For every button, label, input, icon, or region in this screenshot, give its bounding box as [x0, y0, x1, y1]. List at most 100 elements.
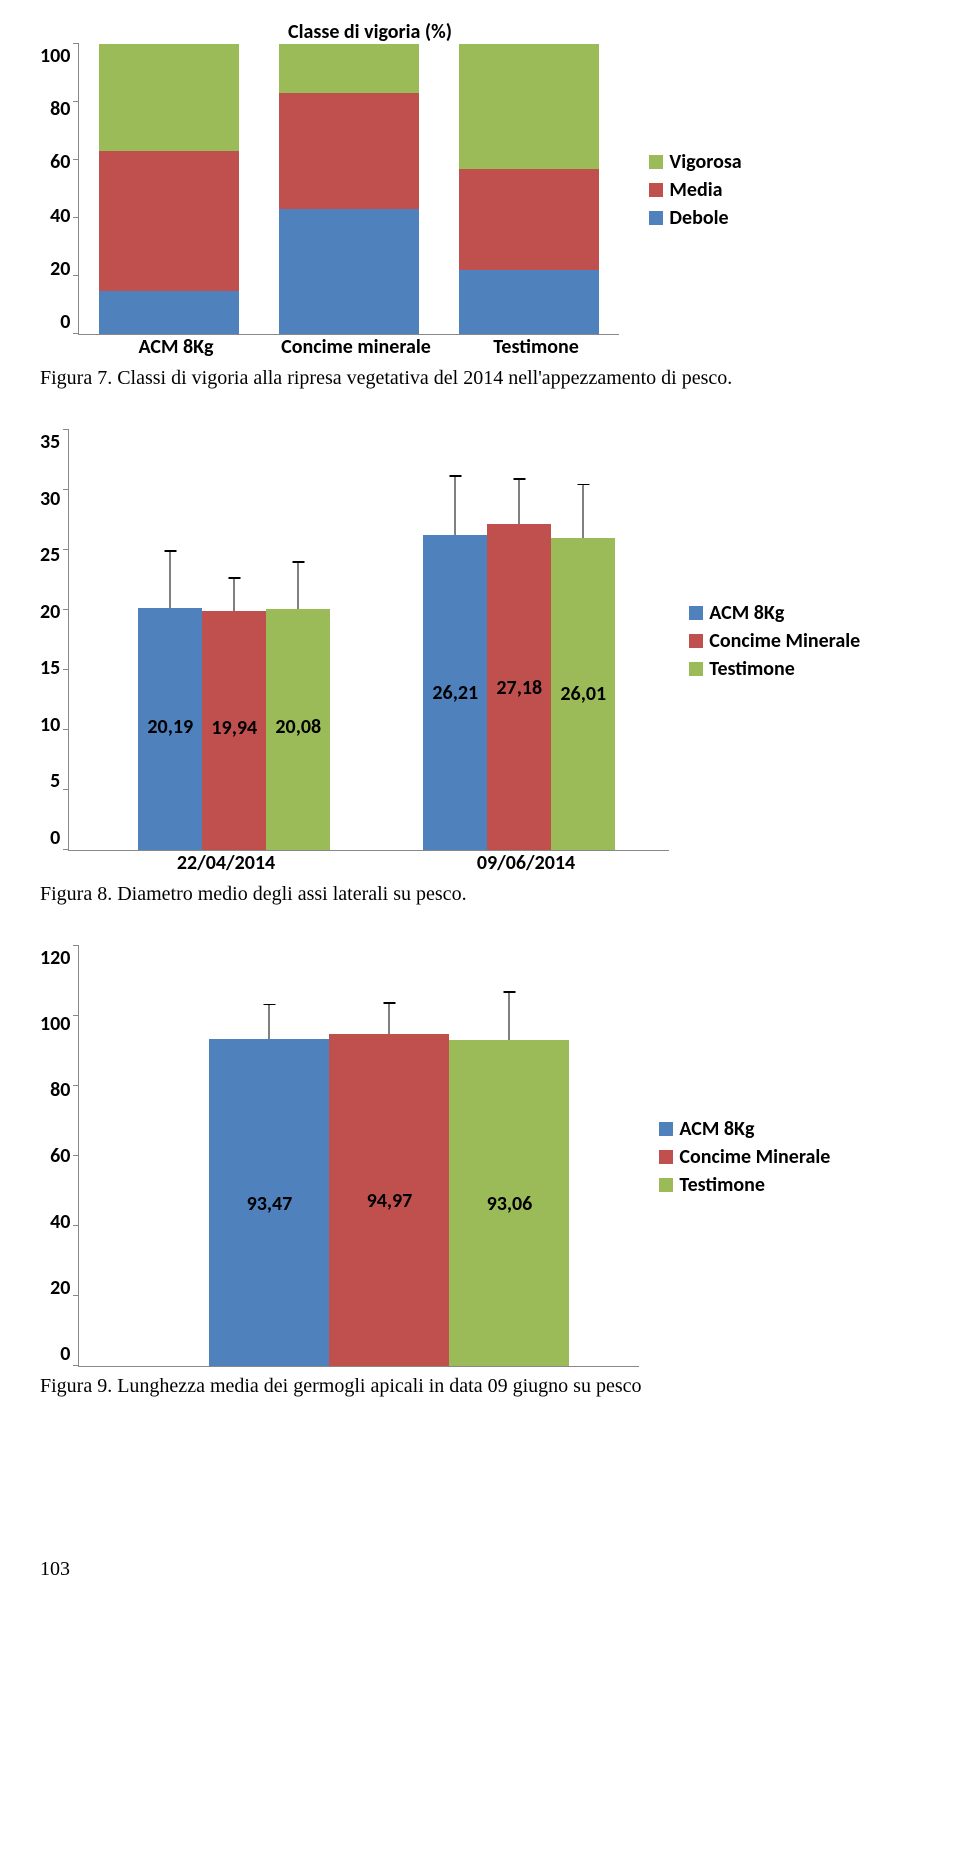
- bar-acm-8kg: 20,19: [138, 608, 202, 850]
- chart-2-caption: Figura 8. Diametro medio degli assi late…: [40, 883, 920, 906]
- bar-value-label: 20,08: [266, 715, 330, 739]
- chart-1-vigoria: Classe di vigoria (%) 100806040200 Vigor…: [40, 20, 920, 359]
- error-bar: [509, 991, 510, 1040]
- legend-label: Debole: [669, 206, 728, 230]
- y-tick: 60: [40, 1144, 70, 1168]
- bar-group: 20,1919,9420,08: [69, 608, 369, 850]
- y-tick: 60: [40, 150, 70, 174]
- bar-segment-media: [99, 151, 239, 290]
- bar-segment-media: [459, 169, 599, 271]
- legend-label: ACM 8Kg: [679, 1117, 754, 1141]
- chart-2-x-labels: 22/04/201409/06/2014: [76, 851, 676, 875]
- error-bar: [583, 484, 584, 538]
- y-tick: 100: [40, 1012, 70, 1036]
- chart-1-caption: Figura 7. Classi di vigoria alla ripresa…: [40, 367, 920, 390]
- bar-value-label: 94,97: [329, 1189, 449, 1213]
- chart-2-diametro: 35302520151050 20,1919,9420,0826,2127,18…: [40, 430, 920, 875]
- legend-label: ACM 8Kg: [709, 601, 784, 625]
- error-bar: [519, 478, 520, 524]
- error-bar: [269, 1004, 270, 1039]
- legend-item: Media: [649, 178, 741, 202]
- legend-swatch: [649, 211, 663, 225]
- x-label: ACM 8Kg: [86, 335, 266, 359]
- chart-3-plot: 93,4794,9793,06: [78, 946, 639, 1367]
- y-tick: 35: [40, 430, 60, 454]
- chart-2-legend: ACM 8Kg Concime Minerale Testimone: [689, 597, 860, 685]
- legend-swatch: [649, 155, 663, 169]
- y-tick: 10: [40, 713, 60, 737]
- error-bar: [455, 475, 456, 535]
- stacked-bar: [99, 44, 239, 334]
- bar-value-label: 20,19: [138, 715, 202, 739]
- chart-3-lunghezza: 120 100 80 60 40 20 0 93,4794,9793,06 ACM 8Kg C…: [40, 946, 920, 1367]
- legend-item: Testimone: [659, 1173, 830, 1197]
- legend-label: Media: [669, 178, 722, 202]
- y-tick: 20: [40, 1276, 70, 1300]
- legend-item: Concime Minerale: [689, 629, 860, 653]
- bar-segment-vigorosa: [279, 44, 419, 93]
- bar-segment-vigorosa: [459, 44, 599, 169]
- error-bar: [170, 550, 171, 608]
- legend-label: Testimone: [679, 1173, 765, 1197]
- legend-swatch: [659, 1122, 673, 1136]
- legend-swatch: [689, 662, 703, 676]
- bar-concime-minerale: 27,18: [487, 524, 551, 850]
- bar-value-label: 26,21: [423, 681, 487, 705]
- y-tick: 40: [40, 204, 70, 228]
- legend-label: Concime Minerale: [679, 1145, 830, 1169]
- bar-segment-media: [279, 93, 419, 209]
- legend-item: Vigorosa: [649, 150, 741, 174]
- bar-testimone: 20,08: [266, 609, 330, 850]
- y-tick: 100: [40, 44, 70, 68]
- y-tick: 40: [40, 1210, 70, 1234]
- page-number: 103: [40, 1558, 920, 1581]
- chart-3-y-axis: 120 100 80 60 40 20 0: [40, 946, 78, 1366]
- legend-item: ACM 8Kg: [659, 1117, 830, 1141]
- legend-label: Vigorosa: [669, 150, 741, 174]
- y-tick: 0: [40, 310, 70, 334]
- error-bar: [298, 561, 299, 609]
- chart-3-caption: Figura 9. Lunghezza media dei germogli a…: [40, 1375, 920, 1398]
- legend-swatch: [659, 1178, 673, 1192]
- error-bar: [389, 1002, 390, 1034]
- legend-label: Concime Minerale: [709, 629, 860, 653]
- bar-testimone: 26,01: [551, 538, 615, 850]
- stacked-bar: [459, 44, 599, 334]
- bar-group: 26,2127,1826,01: [369, 524, 669, 850]
- y-tick: 0: [40, 1342, 70, 1366]
- chart-2-y-axis: 35 30 25 20 15 10 5 0: [40, 430, 68, 850]
- bar-value-label: 26,01: [551, 682, 615, 706]
- y-tick: 0: [40, 826, 60, 850]
- x-label: Testimone: [446, 335, 626, 359]
- chart-1-y-axis: 100806040200: [40, 44, 78, 334]
- chart-1-title: Classe di vigoria (%): [100, 20, 640, 44]
- bar-concime-minerale: 19,94: [202, 611, 266, 850]
- legend-swatch: [649, 183, 663, 197]
- chart-1-plot: [78, 44, 619, 335]
- y-tick: 80: [40, 1078, 70, 1102]
- y-tick: 5: [40, 769, 60, 793]
- x-label: 22/04/2014: [76, 851, 376, 875]
- bar-value-label: 27,18: [487, 676, 551, 700]
- bar-acm-8kg: 93,47: [209, 1039, 329, 1366]
- legend-swatch: [659, 1150, 673, 1164]
- y-tick: 30: [40, 487, 60, 511]
- chart-2-bars: 20,1919,9420,0826,2127,1826,01: [69, 430, 669, 850]
- error-bar: [234, 577, 235, 611]
- y-tick: 120: [40, 946, 70, 970]
- y-tick: 25: [40, 543, 60, 567]
- bar-acm-8kg: 26,21: [423, 535, 487, 850]
- bar-segment-debole: [99, 291, 239, 335]
- stacked-bar: [279, 44, 419, 334]
- y-tick: 15: [40, 656, 60, 680]
- legend-item: Concime Minerale: [659, 1145, 830, 1169]
- bar-segment-debole: [279, 209, 419, 334]
- y-tick: 20: [40, 257, 70, 281]
- legend-item: Debole: [649, 206, 741, 230]
- legend-swatch: [689, 634, 703, 648]
- legend-label: Testimone: [709, 657, 795, 681]
- bar-value-label: 93,06: [449, 1192, 569, 1216]
- y-tick: 20: [40, 600, 60, 624]
- bar-segment-debole: [459, 270, 599, 334]
- bar-concime-minerale: 94,97: [329, 1034, 449, 1366]
